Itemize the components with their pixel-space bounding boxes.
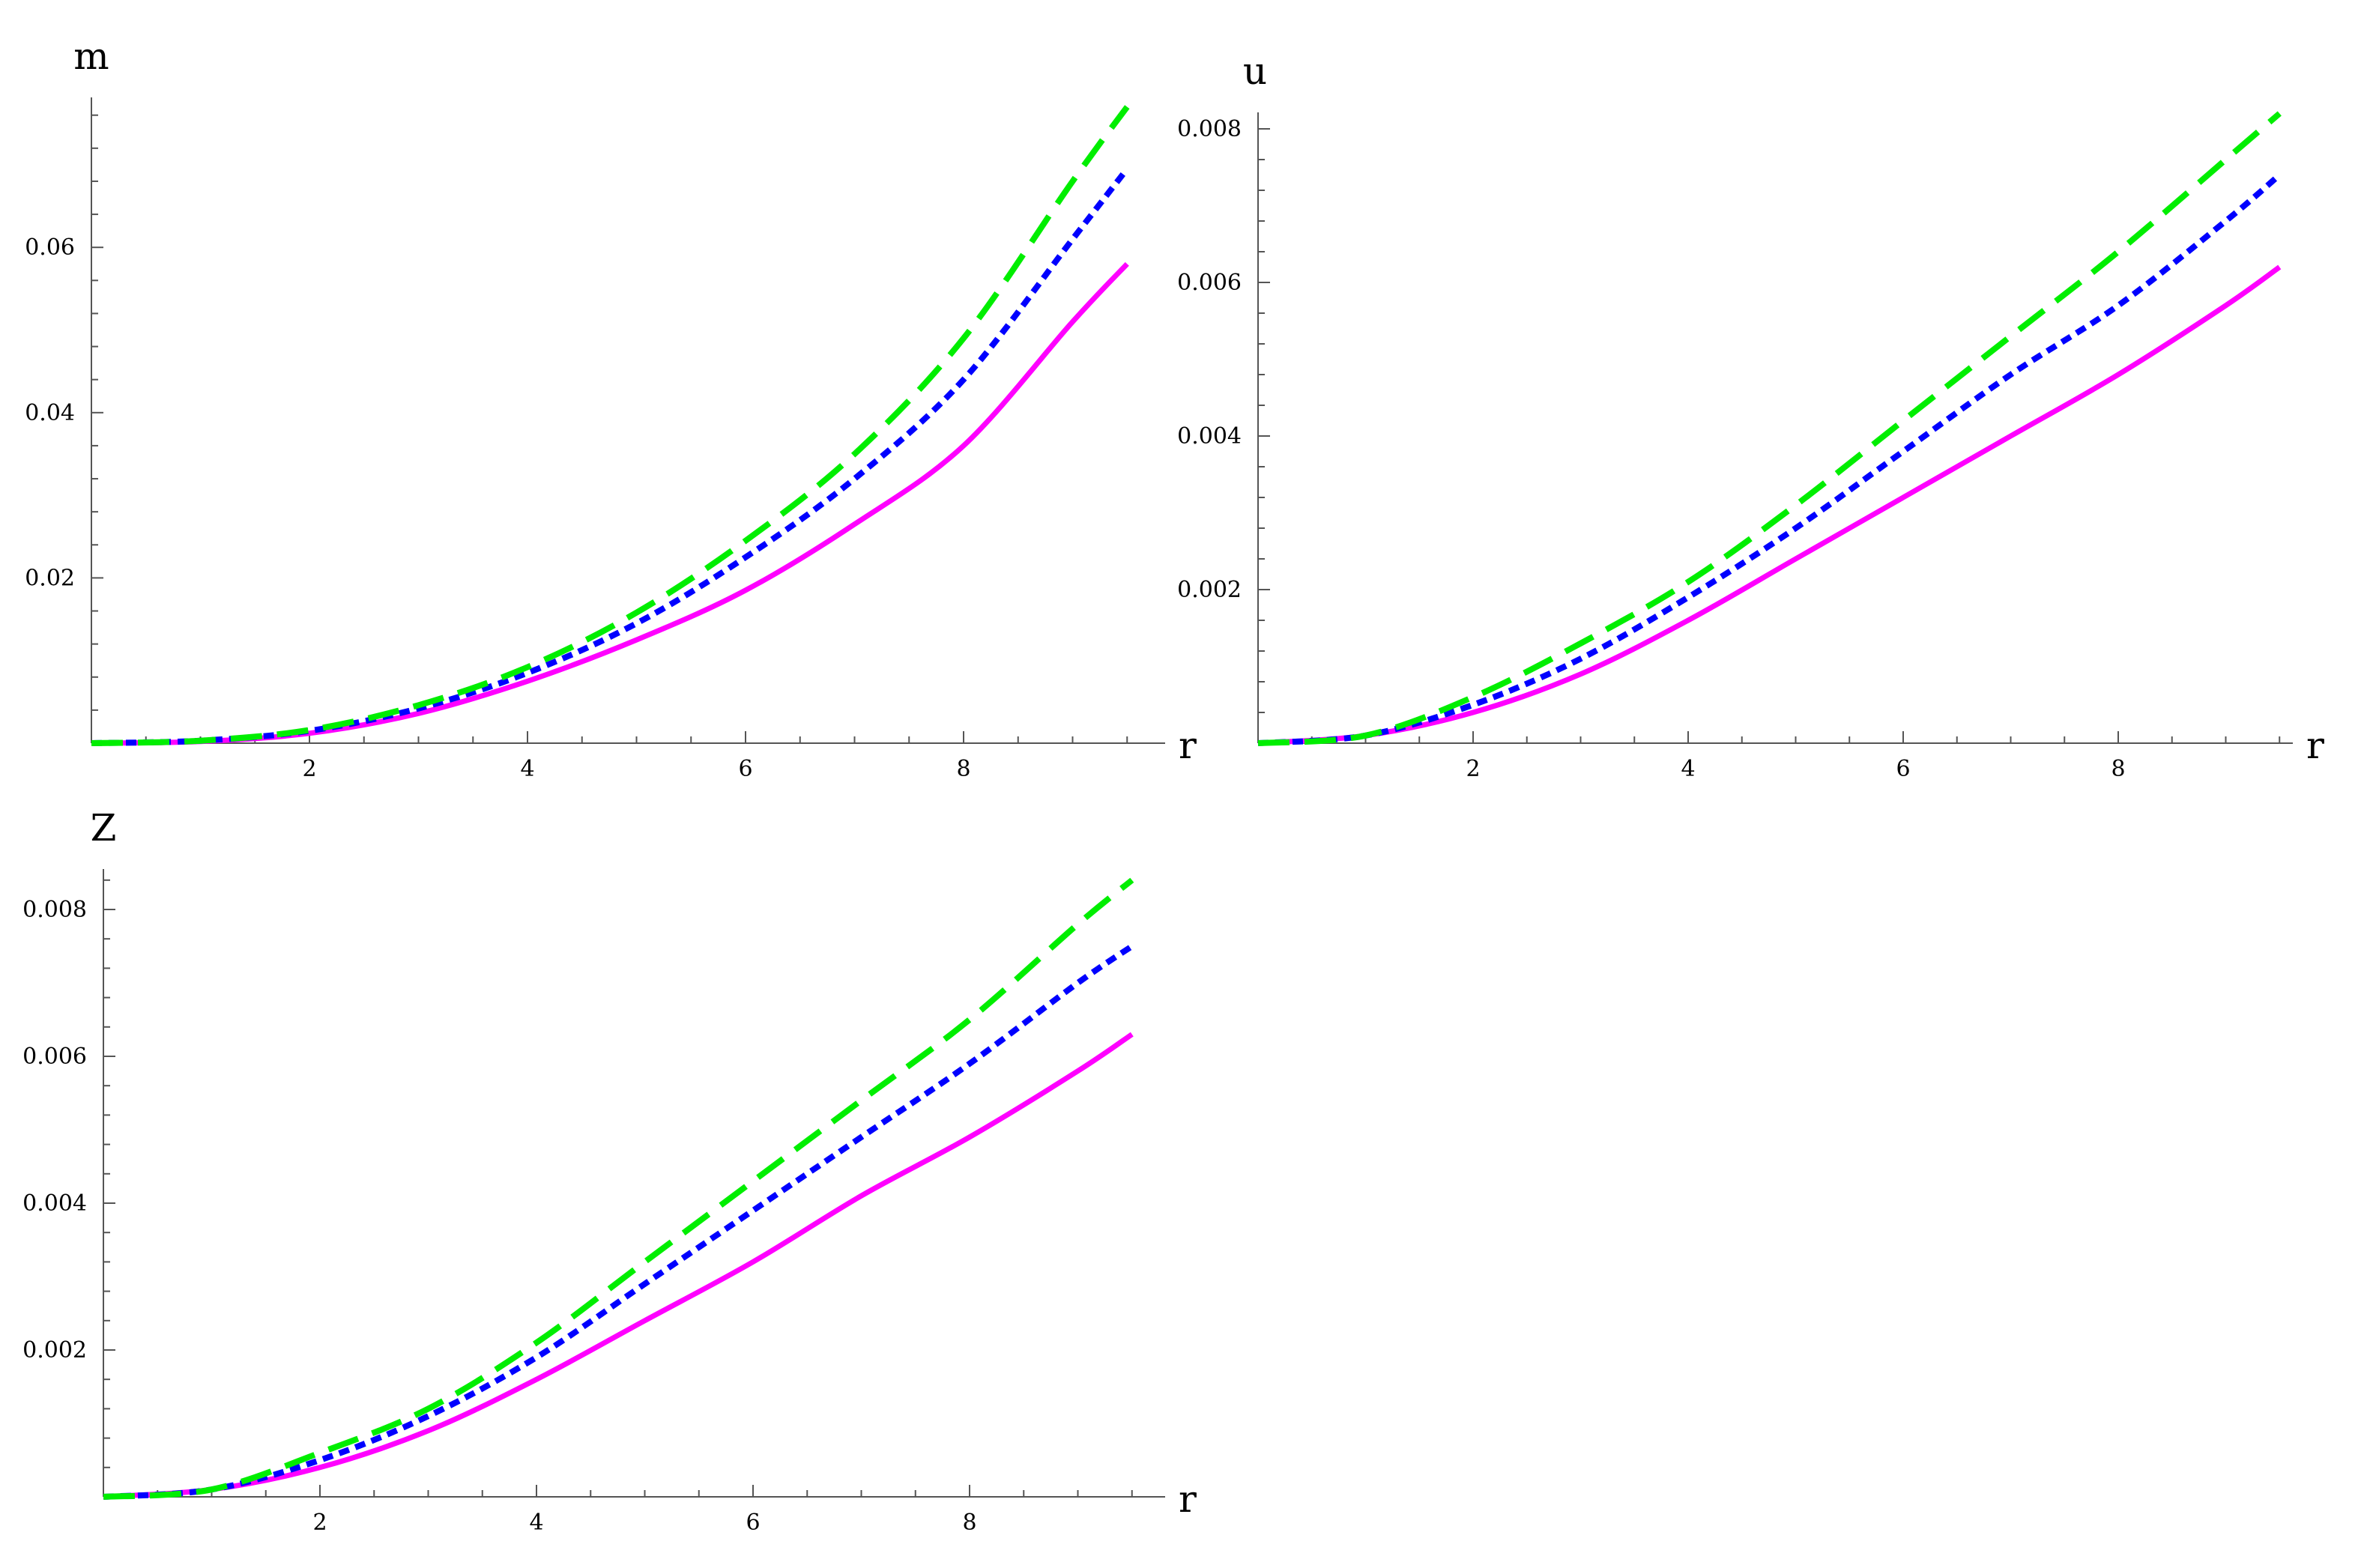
y-tick-label: 0.002	[22, 1337, 87, 1363]
x-tick-label: 2	[302, 756, 316, 782]
chart-panel-1: 2 4 6 8 0.02 0.04 0.06 m r	[25, 34, 1197, 782]
y-axis-label: u	[1243, 49, 1267, 93]
x-axis-label: r	[1179, 724, 1197, 767]
series-line-dotted	[1257, 172, 2282, 746]
y-tick-label: 0.06	[25, 234, 75, 261]
y-axis-label: Z	[91, 806, 117, 850]
x-tick-label: 4	[520, 756, 534, 782]
x-tick-label: 2	[312, 1510, 327, 1536]
series-line-dashed	[91, 105, 1130, 746]
y-tick-label: 0.002	[1177, 577, 1242, 603]
x-tick-label: 8	[2111, 756, 2125, 782]
x-tick-label: 4	[1681, 756, 1695, 782]
y-tick-label: 0.004	[22, 1190, 87, 1217]
y-tick-label: 0.006	[1177, 270, 1242, 296]
x-tick-label: 4	[529, 1510, 543, 1536]
x-tick-label: 6	[746, 1510, 760, 1536]
y-tick-label: 0.008	[1177, 116, 1242, 142]
x-tick-label: 8	[962, 1510, 976, 1536]
series-line-solid	[91, 261, 1129, 746]
x-axis-label: r	[2306, 724, 2324, 767]
y-tick-label: 0.02	[25, 565, 75, 591]
series-line-dotted	[103, 943, 1134, 1500]
x-tick-label: 6	[1896, 756, 1910, 782]
chart-panel-3: 2 4 6 8 0.002 0.004 0.006 0.008 Zr	[22, 806, 1197, 1536]
y-tick-label: 0.004	[1177, 423, 1242, 449]
series-line-solid	[103, 1032, 1134, 1500]
series-line-dashed	[103, 877, 1134, 1500]
y-axis-label: m	[73, 34, 109, 78]
x-axis-label: r	[1179, 1477, 1197, 1521]
x-tick-label: 8	[956, 756, 970, 782]
series-line-dotted	[91, 166, 1130, 746]
y-tick-label: 0.006	[22, 1044, 87, 1070]
series-line-solid	[1257, 264, 2282, 746]
y-tick-label: 0.008	[22, 897, 87, 923]
y-tick-label: 0.04	[25, 400, 75, 426]
series-line-dashed	[1257, 111, 2282, 746]
x-tick-label: 6	[738, 756, 752, 782]
x-tick-label: 2	[1466, 756, 1480, 782]
